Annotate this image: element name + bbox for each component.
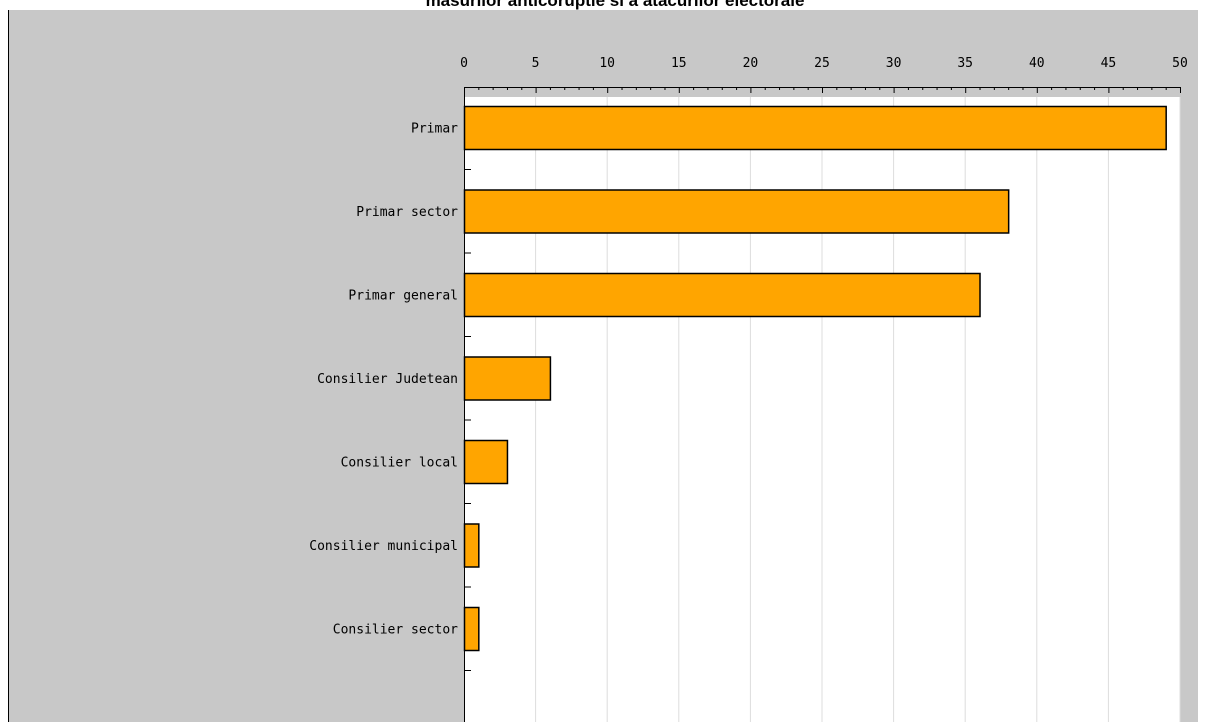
x-tick-label: 30 — [886, 56, 902, 71]
bar — [463, 272, 981, 318]
x-tick-label: 10 — [599, 56, 615, 71]
chart-title: masurilor anticoruptie si a atacurilor e… — [425, 0, 805, 10]
x-tick-label: 45 — [1101, 56, 1117, 71]
title-band: masurilor anticoruptie si a atacurilor e… — [0, 0, 1208, 10]
category-label: Consilier municipal — [309, 539, 458, 554]
bar — [463, 523, 480, 568]
bar — [463, 105, 1167, 151]
category-label: Consilier sector — [333, 623, 458, 638]
x-tick-label: 15 — [671, 56, 687, 71]
x-tick-label: 35 — [957, 56, 973, 71]
category-label: Primar general — [348, 289, 458, 304]
bar — [463, 189, 1010, 234]
x-tick-label: 20 — [743, 56, 759, 71]
category-label: Consilier local — [341, 456, 458, 471]
category-label: Primar — [411, 122, 458, 137]
x-tick-label: 0 — [460, 56, 468, 71]
bar — [463, 439, 509, 485]
x-tick-label: 40 — [1029, 56, 1045, 71]
bar — [463, 606, 480, 652]
category-label: Primar sector — [356, 205, 458, 220]
x-tick-label: 25 — [814, 56, 830, 71]
category-label: Consilier Judetean — [317, 372, 458, 387]
bar — [463, 356, 552, 401]
x-tick-label: 50 — [1172, 56, 1188, 71]
x-tick-label: 5 — [532, 56, 540, 71]
